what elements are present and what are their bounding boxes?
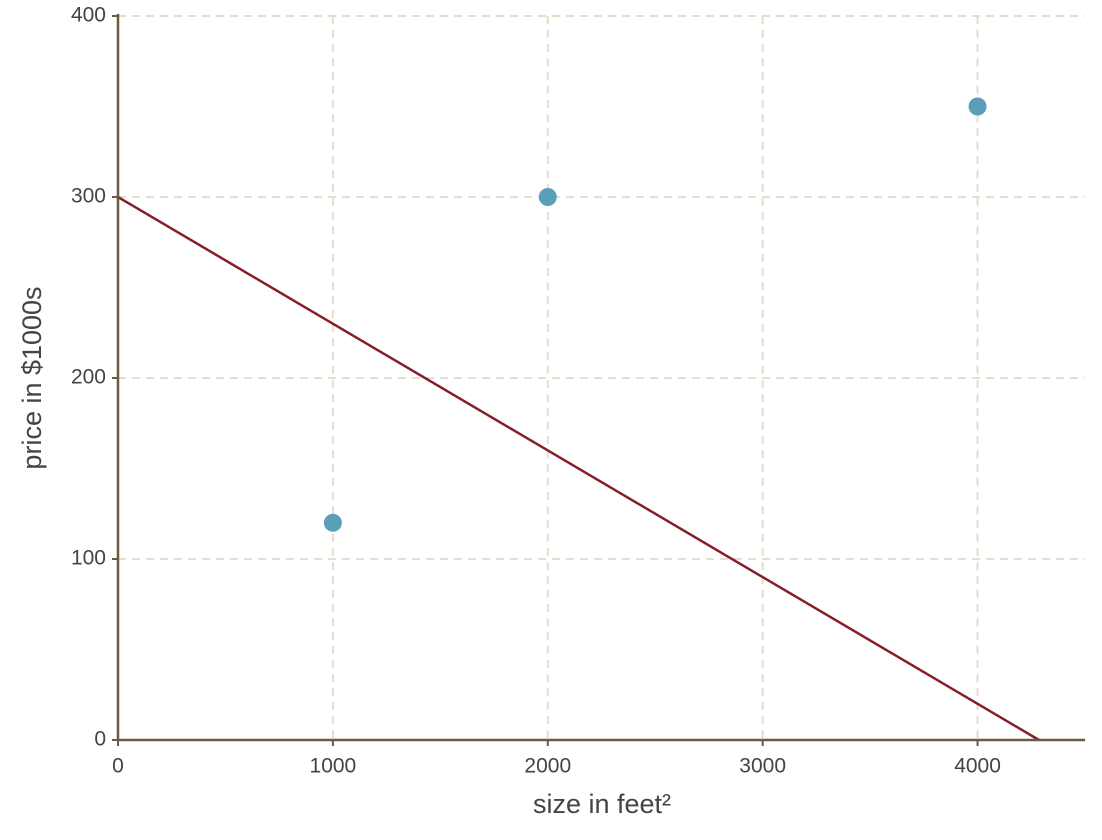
x-tick-label: 1000 [310, 755, 357, 778]
x-tick-label: 4000 [954, 755, 1001, 778]
x-tick-label: 0 [112, 755, 124, 778]
x-axis-label: size in feet² [533, 789, 671, 819]
scatter-point [968, 97, 987, 116]
y-tick-label: 300 [71, 185, 106, 208]
fit-line [117, 195, 1040, 742]
y-axis-label: price in $1000s [17, 286, 47, 469]
scatter-point [538, 188, 557, 206]
scatter-point [323, 513, 342, 532]
x-tick-label: 3000 [739, 755, 786, 778]
grid-layer [117, 15, 1085, 741]
y-tick-label: 100 [71, 547, 106, 570]
y-tick-label: 0 [94, 728, 106, 751]
x-tick-label: 2000 [524, 755, 571, 778]
y-tick-label: 200 [71, 366, 106, 389]
y-tick-label: 400 [71, 4, 106, 27]
marks-layer [117, 97, 1040, 742]
